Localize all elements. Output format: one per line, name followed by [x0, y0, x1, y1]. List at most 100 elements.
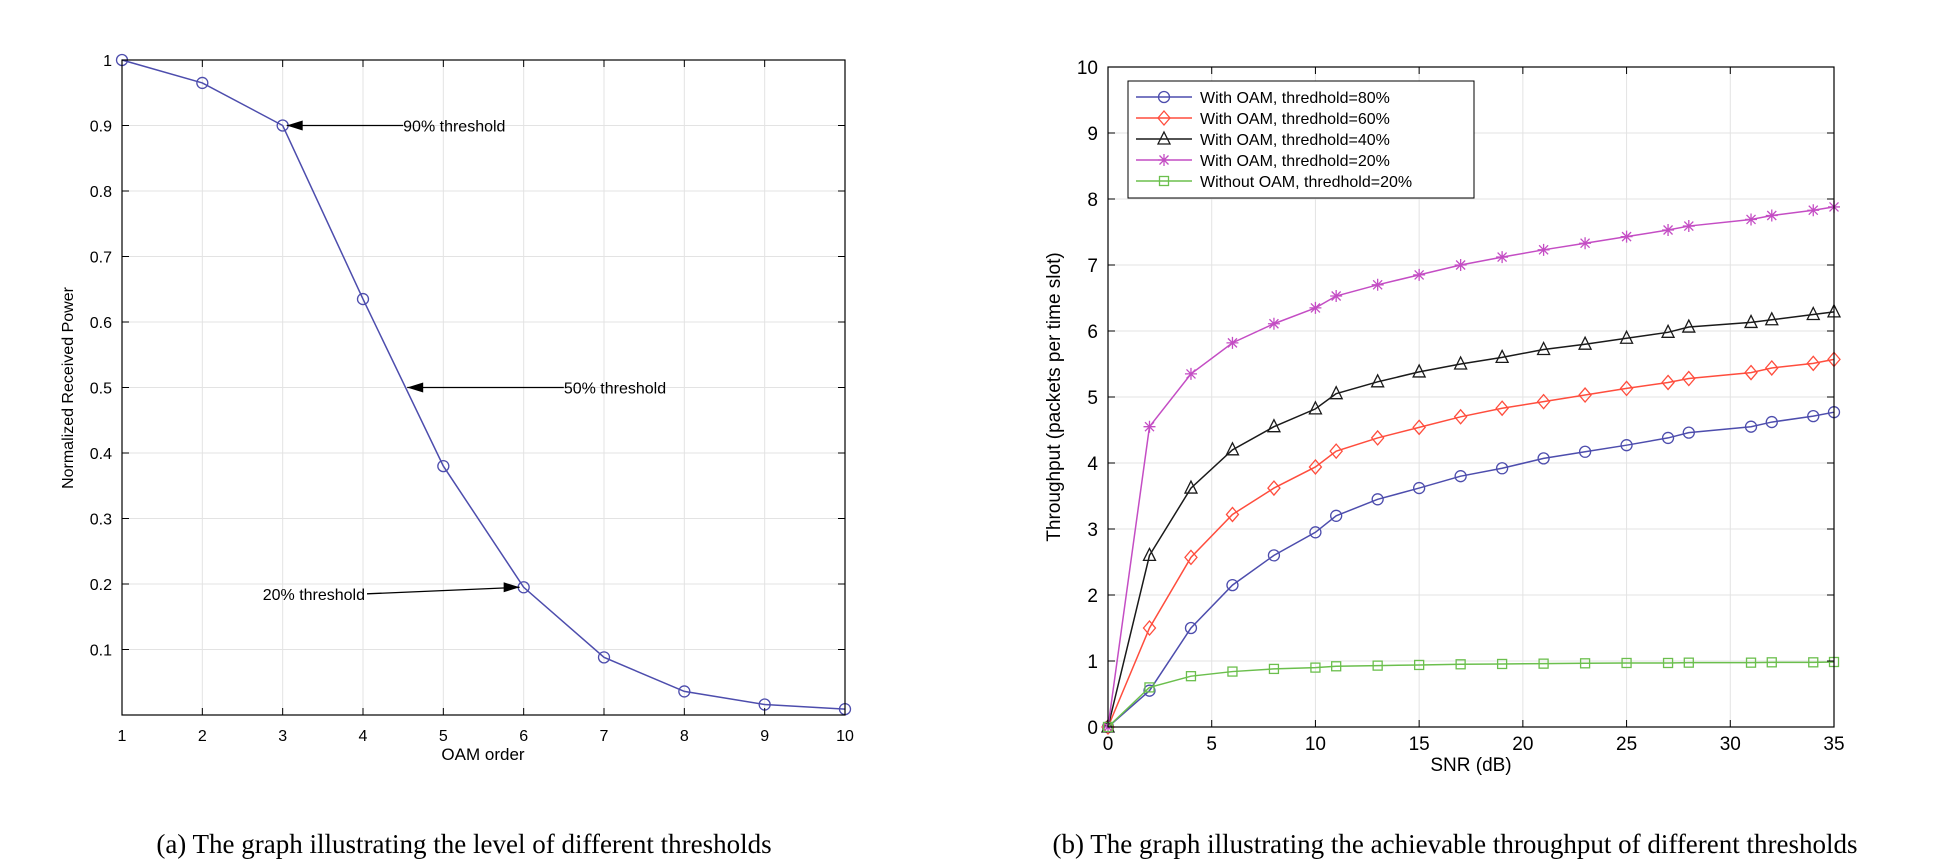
chart-b-data-point	[1683, 657, 1694, 668]
chart-b-data-point	[1662, 224, 1675, 237]
chart-b-data-point	[1184, 621, 1198, 635]
chart-a-annotation-arrow	[366, 586, 520, 595]
chart-a-annotation-arrowhead	[286, 120, 303, 131]
chart-b-x-tick-label: 5	[1206, 734, 1217, 755]
chart-b-data-point	[1309, 526, 1322, 539]
chart-a-data-point	[196, 76, 209, 90]
chart-b-data-point	[1538, 658, 1549, 669]
chart-a-annotation-label: 20% threshold	[263, 587, 365, 604]
chart-b-data-point	[1619, 380, 1634, 397]
chart-a-annotation-arrowhead	[503, 582, 520, 593]
chart-a-y-tick-label: 0.2	[90, 577, 112, 594]
chart-a-ylabel: Normalized Received Power	[60, 286, 77, 489]
chart-b-data-point	[1744, 364, 1758, 381]
chart-b-data-point	[1682, 220, 1695, 233]
chart-b-data-point	[1330, 509, 1343, 522]
chart-b-data-point	[1536, 393, 1551, 410]
chart-b-y-tick-label: 7	[1087, 256, 1098, 277]
chart-b-data-point	[1370, 429, 1385, 446]
chart-b-data-point	[1808, 657, 1819, 668]
chart-a-y-tick-label: 0.9	[90, 119, 112, 136]
chart-b-data-point	[1330, 290, 1343, 303]
chart-b-data-point	[1310, 662, 1321, 673]
chart-b-data-point	[1537, 243, 1550, 256]
chart-b-x-tick-label: 15	[1409, 734, 1430, 755]
chart-b-legend-marker	[1158, 175, 1170, 187]
chart-b-data-point	[1142, 620, 1157, 636]
chart-b-data-point	[1619, 329, 1634, 344]
chart-b-ticks: 0 5 10 15 20 25 30 35 0 1 2 3 4 5 6 7 8 9 10	[1077, 58, 1845, 755]
chart-b-y-tick-label: 2	[1087, 586, 1098, 607]
chart-b-data-point	[1620, 230, 1633, 243]
chart-b-data-point	[1329, 443, 1344, 460]
chart-b-data-point	[1681, 370, 1696, 387]
chart-a-y-tick-label: 0.3	[90, 512, 112, 529]
chart-b-data-point	[1308, 400, 1323, 415]
chart-a-annotation-arrowhead	[407, 382, 424, 393]
chart-a-x-tick-label: 6	[519, 728, 528, 745]
chart-b-data-point	[1143, 420, 1156, 433]
chart-b-series-line	[1107, 311, 1835, 728]
chart-b-data-point	[1453, 408, 1468, 425]
chart-a-ticks: 1 2 3 4 5 6 7 8 9 10 0.1 0.2 0.3 0.4 0.5 0.6 0.7 0.8 0.9 1	[90, 53, 854, 745]
chart-b-data-point	[1143, 684, 1156, 697]
chart-a-y-tick-label: 0.5	[90, 381, 112, 398]
chart-b-data-point	[1661, 374, 1675, 391]
chart-a-data-point	[437, 459, 450, 473]
chart-b-legend-label: With OAM, thredhold=60%	[1200, 111, 1390, 128]
chart-b-data-point	[1184, 367, 1197, 380]
chart-b-data-point	[1766, 657, 1777, 668]
chart-b-data-point	[1744, 420, 1758, 433]
chart-b-data-point	[1807, 204, 1820, 217]
chart-b-legend-marker	[1157, 90, 1171, 104]
chart-b-y-tick-label: 5	[1087, 388, 1098, 409]
chart-b-data-point	[1496, 251, 1509, 264]
chart-b-series-line	[1107, 358, 1835, 728]
chart-b-xlabel: SNR (dB)	[1430, 755, 1511, 776]
chart-a-xlabel: OAM order	[441, 745, 524, 764]
chart-b-data-point	[1185, 671, 1197, 682]
chart-b-data-point	[1413, 659, 1425, 671]
chart-a-annotation-label: 90% threshold	[403, 119, 505, 136]
chart-b-data-point	[1579, 658, 1591, 669]
chart-b-data-point	[1682, 426, 1695, 439]
chart-b-data-point	[1455, 659, 1466, 670]
chart-a-annotation-label: 50% threshold	[564, 381, 666, 398]
chart-b-y-tick-label: 1	[1087, 652, 1098, 673]
chart-b-legend-label: Without OAM, thredhold=20%	[1200, 174, 1412, 191]
chart-b-data-point	[1661, 323, 1676, 338]
chart-a-y-tick-label: 0.6	[90, 315, 112, 332]
chart-b-data-point	[1225, 441, 1240, 456]
chart-b-data-point	[1807, 409, 1820, 423]
chart-b-data-point	[1495, 462, 1509, 475]
chart-a-y-tick-label: 0.1	[90, 643, 112, 660]
chart-b-data-point	[1184, 549, 1198, 566]
chart-b-legend-label: With OAM, thredhold=40%	[1200, 132, 1390, 149]
chart-b-y-tick-label: 4	[1087, 454, 1098, 475]
chart-b-data-point	[1806, 306, 1821, 321]
chart-b-y-tick-label: 8	[1087, 190, 1098, 211]
chart-b-series-line	[1107, 411, 1835, 728]
chart-b-data-point	[1226, 578, 1239, 592]
chart-a-caption: (a) The graph illustrating the level of …	[156, 829, 771, 859]
chart-b-data-point	[1183, 479, 1199, 494]
chart-b-data-point	[1225, 506, 1240, 523]
chart-b-data-point	[1227, 666, 1238, 677]
chart-b-data-point	[1806, 355, 1821, 372]
chart-a-y-tick-label: 0.8	[90, 184, 112, 201]
chart-b-data-point	[1764, 359, 1779, 376]
chart-a-y-tick-label: 0.4	[90, 446, 112, 463]
chart-b-data-point	[1745, 657, 1757, 668]
chart-b-data-point	[1453, 355, 1468, 370]
chart-b-data-point	[1579, 237, 1592, 250]
chart-b-data-point	[1454, 470, 1467, 483]
chart-b-data-point	[1308, 458, 1323, 475]
chart-b-y-tick-label: 9	[1087, 124, 1098, 145]
chart-a-x-tick-label: 1	[118, 728, 127, 745]
chart-b-x-tick-label: 25	[1616, 734, 1637, 755]
chart-b: 0 5 10 15 20 25 30 35 0 1 2 3 4 5 6 7 8 9 10 With OAM, thr…	[1044, 58, 1858, 859]
chart-a-data-point	[356, 292, 370, 306]
chart-a-data-point	[678, 685, 691, 698]
chart-b-x-tick-label: 30	[1720, 734, 1741, 755]
